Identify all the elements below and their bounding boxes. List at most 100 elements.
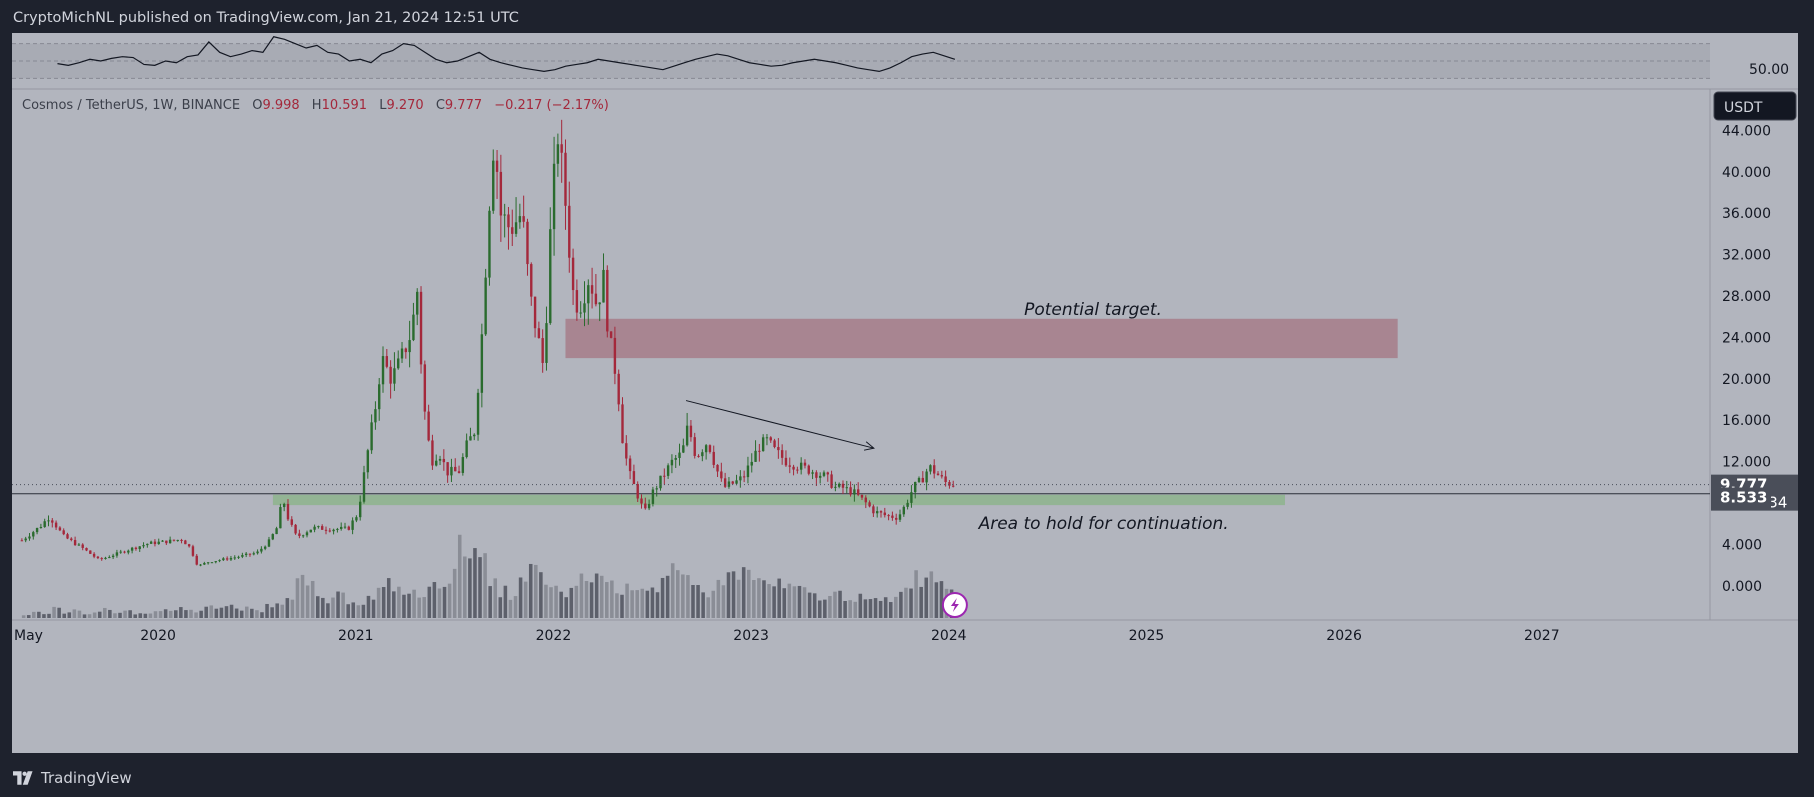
volume-bar: [701, 592, 705, 618]
candle-body: [640, 498, 643, 504]
candle-body: [697, 455, 700, 457]
candle-body: [526, 221, 529, 265]
volume-bar: [696, 585, 700, 618]
candle-body: [92, 553, 96, 557]
candle-body: [841, 483, 845, 488]
target-zone[interactable]: [565, 318, 1398, 359]
volume-bar: [305, 585, 310, 618]
candle-body: [282, 503, 286, 508]
candle-body: [564, 152, 567, 206]
candle-body: [39, 527, 43, 529]
candle-body: [465, 440, 468, 458]
volume-bar: [640, 588, 645, 618]
candle-body: [313, 526, 316, 530]
y-tick-label: 44.000: [1722, 123, 1771, 139]
volume-bar: [483, 553, 487, 618]
volume-bar: [321, 597, 325, 618]
candle-body: [138, 546, 141, 550]
candle-body: [157, 541, 160, 545]
volume-bar: [290, 599, 295, 618]
currency-badge-label: USDT: [1724, 100, 1763, 116]
candle-body: [590, 285, 594, 294]
candle-body: [241, 555, 244, 557]
candle-body: [754, 450, 757, 462]
volume-bar: [731, 571, 736, 618]
volume-bar: [665, 575, 670, 618]
hold-annotation[interactable]: Area to hold for continuation.: [978, 514, 1229, 534]
volume-bar: [361, 604, 366, 618]
volume-bar: [265, 603, 269, 618]
candle-body: [423, 364, 427, 412]
volume-bar: [508, 599, 513, 618]
candle-body: [495, 160, 499, 172]
candle-body: [845, 487, 848, 489]
volume-bar: [356, 605, 361, 618]
volume-bar: [787, 583, 792, 618]
volume-bar: [452, 568, 457, 618]
volume-bar: [42, 614, 46, 618]
candle-body: [663, 475, 666, 477]
volume-bar: [427, 586, 432, 618]
candle-body: [514, 222, 518, 234]
volume-bar: [873, 598, 878, 618]
volume-bar: [163, 609, 168, 618]
volume-bar: [113, 613, 117, 618]
volume-bar: [26, 615, 31, 618]
hold-zone[interactable]: [272, 494, 1286, 506]
candle-body: [225, 558, 229, 560]
candle-body: [944, 476, 947, 483]
candle-body: [925, 471, 928, 483]
volume-bar: [746, 569, 751, 618]
trendline[interactable]: [685, 400, 874, 449]
volume-bar: [295, 578, 300, 618]
volume-bar: [214, 608, 219, 618]
candle-body: [397, 358, 400, 369]
target-annotation[interactable]: Potential target.: [1024, 300, 1162, 320]
high-label: H: [312, 98, 322, 113]
volume-bar: [158, 611, 163, 618]
candle-body: [834, 486, 837, 488]
candle-body: [43, 521, 46, 528]
volume-bar: [610, 580, 614, 618]
candle-body: [712, 451, 715, 465]
volume-bar: [381, 587, 386, 618]
volume-bar: [204, 606, 208, 618]
candle-body: [811, 472, 814, 474]
candle-body: [849, 487, 852, 495]
y-tick-label: 28.000: [1722, 289, 1771, 305]
volume-bar: [473, 548, 477, 618]
volume-bar: [777, 578, 781, 618]
candle-body: [263, 546, 267, 549]
candle-body: [731, 481, 734, 484]
candle-body: [123, 551, 126, 553]
volume-bar: [605, 582, 609, 618]
candle-body: [902, 506, 906, 515]
volume-bar: [503, 585, 508, 618]
volume-bar: [888, 602, 893, 618]
volume-bar: [929, 571, 934, 618]
candle-body: [134, 547, 138, 550]
volume-bar: [878, 600, 883, 618]
volume-bar: [108, 609, 112, 618]
lightning-icon[interactable]: [941, 592, 968, 618]
volume-bar: [123, 610, 127, 618]
candle-body: [203, 562, 206, 565]
candle-body: [381, 356, 385, 385]
tradingview-logo[interactable]: TradingView: [13, 769, 132, 787]
candle-body: [271, 534, 274, 540]
candle-body: [875, 511, 879, 514]
volume-bar: [681, 574, 685, 618]
candle-body: [780, 450, 784, 458]
volume-bar: [518, 577, 523, 618]
volume-bar: [92, 612, 97, 618]
volume-bar: [194, 612, 198, 618]
x-tick-label: 2026: [1326, 628, 1362, 644]
candlestick-chart[interactable]: 50.00 0.0004.0008.00012.00016.00020.0002…: [12, 33, 1799, 753]
volume-bar: [797, 585, 802, 618]
volume-bar: [57, 607, 61, 618]
candle-body: [374, 409, 377, 423]
candle-body: [883, 512, 886, 516]
x-tick-label: 2024: [931, 628, 967, 644]
currency-badge[interactable]: USDT: [1713, 91, 1797, 121]
volume-bar: [574, 585, 579, 618]
